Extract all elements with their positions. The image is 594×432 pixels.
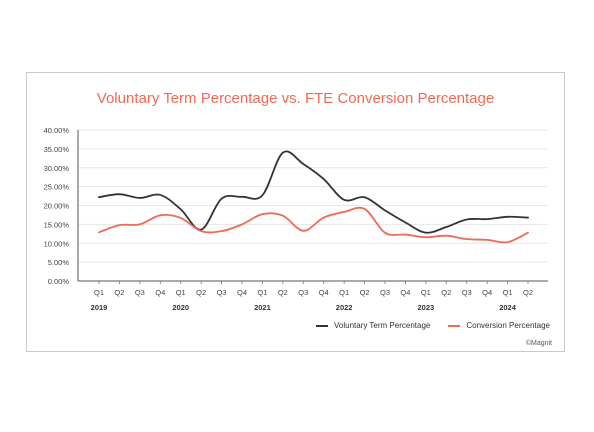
- x-tick-label: Q3: [298, 288, 308, 297]
- x-tick-label: Q2: [523, 288, 533, 297]
- y-tick-label: 20.00%: [44, 202, 70, 211]
- year-label: 2023: [418, 303, 435, 312]
- y-tick-label: 40.00%: [44, 126, 70, 135]
- y-tick-label: 5.00%: [48, 258, 70, 267]
- chart-frame: [26, 72, 565, 352]
- x-tick-label: Q1: [94, 288, 104, 297]
- year-label: 2022: [336, 303, 353, 312]
- x-tick-label: Q1: [176, 288, 186, 297]
- x-tick-label: Q4: [319, 288, 329, 297]
- y-tick-label: 25.00%: [44, 183, 70, 192]
- legend-item-conversion: Conversion Percentage: [448, 321, 550, 330]
- x-tick-label: Q4: [400, 288, 410, 297]
- x-tick-label: Q1: [257, 288, 267, 297]
- x-tick-label: Q3: [217, 288, 227, 297]
- y-tick-label: 35.00%: [44, 145, 70, 154]
- series-line-conversion-percentage: [98, 206, 529, 244]
- year-label: 2019: [91, 303, 108, 312]
- legend-label-voluntary-term: Voluntary Term Percentage: [334, 321, 431, 330]
- x-tick-label: Q2: [360, 288, 370, 297]
- y-tick-label: 15.00%: [44, 220, 70, 229]
- legend-label-conversion: Conversion Percentage: [466, 321, 550, 330]
- x-tick-label: Q2: [196, 288, 206, 297]
- year-label: 2020: [172, 303, 189, 312]
- y-tick-label: 10.00%: [44, 239, 70, 248]
- x-tick-label: Q1: [339, 288, 349, 297]
- x-tick-label: Q4: [237, 288, 247, 297]
- y-tick-label: 0.00%: [48, 277, 70, 286]
- series-line-voluntary-term-percentage: [98, 150, 529, 234]
- axes: 0.00% 5.00% 10.00% 15.00% 20.00% 25.00% 30.00%…: [44, 126, 548, 312]
- legend-item-voluntary-term: Voluntary Term Percentage: [316, 321, 430, 330]
- y-tick-label: 30.00%: [44, 164, 70, 173]
- x-tick-label: Q3: [462, 288, 472, 297]
- year-label: 2024: [499, 303, 517, 312]
- x-tick-label: Q4: [482, 288, 492, 297]
- x-tick-label: Q4: [155, 288, 165, 297]
- legend-swatch-conversion: [448, 324, 461, 327]
- chart-title: Voluntary Term Percentage vs. FTE Conver…: [96, 90, 495, 107]
- legend: Voluntary Term Percentage Conversion Per…: [316, 321, 550, 330]
- gridlines: [78, 129, 548, 263]
- x-tick-label: Q2: [278, 288, 288, 297]
- x-tick-label: Q3: [135, 288, 145, 297]
- x-tick-label: Q3: [380, 288, 390, 297]
- x-tick-label: Q1: [503, 288, 513, 297]
- year-label: 2021: [254, 303, 271, 312]
- x-tick-label: Q2: [441, 288, 451, 297]
- series-lines: [98, 150, 529, 244]
- x-tick-label: Q2: [114, 288, 124, 297]
- x-tick-label: Q1: [421, 288, 431, 297]
- legend-swatch-voluntary-term: [316, 324, 328, 327]
- credit-text: ©Magnit: [525, 340, 552, 347]
